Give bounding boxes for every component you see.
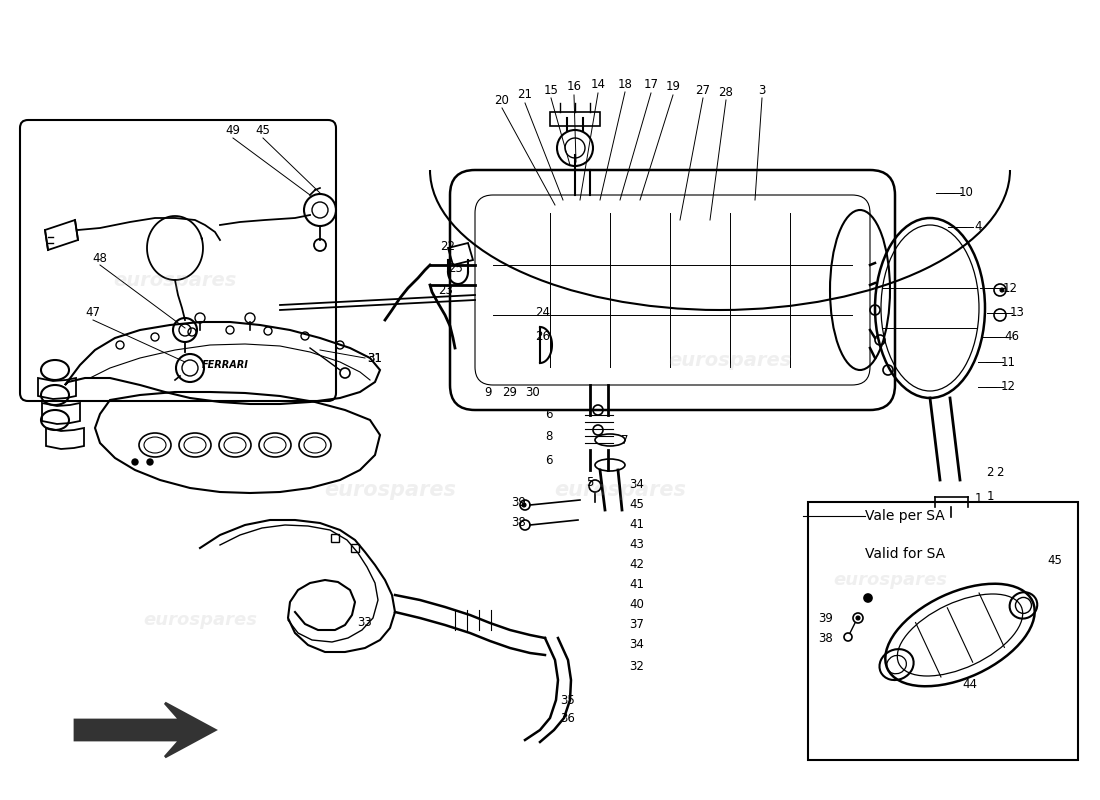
Text: eurospares: eurospares bbox=[554, 480, 686, 500]
Bar bbox=[550, 112, 600, 126]
Text: eurospares: eurospares bbox=[324, 480, 455, 500]
Text: 26: 26 bbox=[536, 330, 550, 343]
Text: 42: 42 bbox=[629, 558, 645, 571]
Text: 25: 25 bbox=[449, 262, 463, 274]
Text: 14: 14 bbox=[591, 78, 605, 91]
Text: 7: 7 bbox=[621, 434, 629, 446]
Text: 34: 34 bbox=[629, 478, 645, 491]
Text: 41: 41 bbox=[629, 518, 645, 531]
Text: 2: 2 bbox=[987, 466, 993, 478]
Circle shape bbox=[864, 594, 872, 602]
Text: 29: 29 bbox=[503, 386, 517, 398]
Text: 3: 3 bbox=[758, 83, 766, 97]
Text: 24: 24 bbox=[536, 306, 550, 319]
Text: 12: 12 bbox=[1002, 282, 1018, 294]
Text: 43: 43 bbox=[629, 538, 645, 551]
Text: 5: 5 bbox=[586, 477, 594, 490]
Text: 8: 8 bbox=[546, 430, 552, 443]
Text: 44: 44 bbox=[962, 678, 978, 691]
Circle shape bbox=[132, 459, 138, 465]
Text: 6: 6 bbox=[546, 409, 552, 422]
Text: eurospares: eurospares bbox=[143, 611, 257, 629]
Text: eurospares: eurospares bbox=[113, 270, 236, 290]
Text: 18: 18 bbox=[617, 78, 632, 90]
Text: 38: 38 bbox=[512, 515, 527, 529]
Text: 30: 30 bbox=[526, 386, 540, 398]
Text: 13: 13 bbox=[1010, 306, 1024, 319]
Text: 48: 48 bbox=[92, 251, 108, 265]
Text: 32: 32 bbox=[629, 661, 645, 674]
Circle shape bbox=[856, 616, 860, 620]
Text: 37: 37 bbox=[629, 618, 645, 631]
Text: 11: 11 bbox=[1001, 355, 1015, 369]
Text: Vale per SA: Vale per SA bbox=[865, 509, 945, 523]
Text: 39: 39 bbox=[818, 611, 834, 625]
Text: 15: 15 bbox=[543, 83, 559, 97]
Text: eurospares: eurospares bbox=[669, 350, 792, 370]
Text: 12: 12 bbox=[1001, 381, 1015, 394]
Text: 1: 1 bbox=[987, 490, 993, 503]
Text: 10: 10 bbox=[958, 186, 974, 199]
Bar bbox=[808, 502, 1078, 760]
Text: 16: 16 bbox=[566, 81, 582, 94]
Text: 45: 45 bbox=[629, 498, 645, 511]
Bar bbox=[351, 544, 359, 552]
Text: 39: 39 bbox=[512, 495, 527, 509]
Text: 45: 45 bbox=[1047, 554, 1063, 566]
Text: 20: 20 bbox=[495, 94, 509, 106]
Circle shape bbox=[1000, 288, 1004, 292]
Text: 41: 41 bbox=[629, 578, 645, 591]
Text: 45: 45 bbox=[255, 123, 271, 137]
Text: 38: 38 bbox=[818, 631, 834, 645]
Text: 36: 36 bbox=[561, 711, 575, 725]
Text: eurospares: eurospares bbox=[833, 571, 947, 589]
Circle shape bbox=[522, 503, 526, 507]
Bar bbox=[331, 534, 339, 542]
Text: 31: 31 bbox=[367, 351, 383, 365]
Text: 27: 27 bbox=[695, 83, 711, 97]
Text: 17: 17 bbox=[644, 78, 659, 91]
Text: 2: 2 bbox=[997, 466, 1003, 478]
Text: 1: 1 bbox=[975, 491, 981, 505]
Text: 46: 46 bbox=[1004, 330, 1020, 343]
Text: Valid for SA: Valid for SA bbox=[865, 547, 945, 561]
Circle shape bbox=[147, 459, 153, 465]
Text: 33: 33 bbox=[358, 615, 373, 629]
Text: 23: 23 bbox=[439, 283, 453, 297]
Text: 34: 34 bbox=[629, 638, 645, 651]
Text: 19: 19 bbox=[666, 81, 681, 94]
Text: 6: 6 bbox=[546, 454, 552, 466]
Text: 49: 49 bbox=[226, 123, 241, 137]
Text: 31: 31 bbox=[367, 351, 383, 365]
Text: 9: 9 bbox=[484, 386, 492, 398]
Text: 40: 40 bbox=[629, 598, 645, 611]
Polygon shape bbox=[75, 703, 214, 757]
Text: 35: 35 bbox=[561, 694, 575, 706]
Text: 22: 22 bbox=[440, 241, 455, 254]
Text: FERRARI: FERRARI bbox=[201, 360, 249, 370]
Text: 28: 28 bbox=[718, 86, 734, 98]
Text: 4: 4 bbox=[975, 221, 981, 234]
Text: 21: 21 bbox=[517, 89, 532, 102]
Text: 47: 47 bbox=[86, 306, 100, 319]
